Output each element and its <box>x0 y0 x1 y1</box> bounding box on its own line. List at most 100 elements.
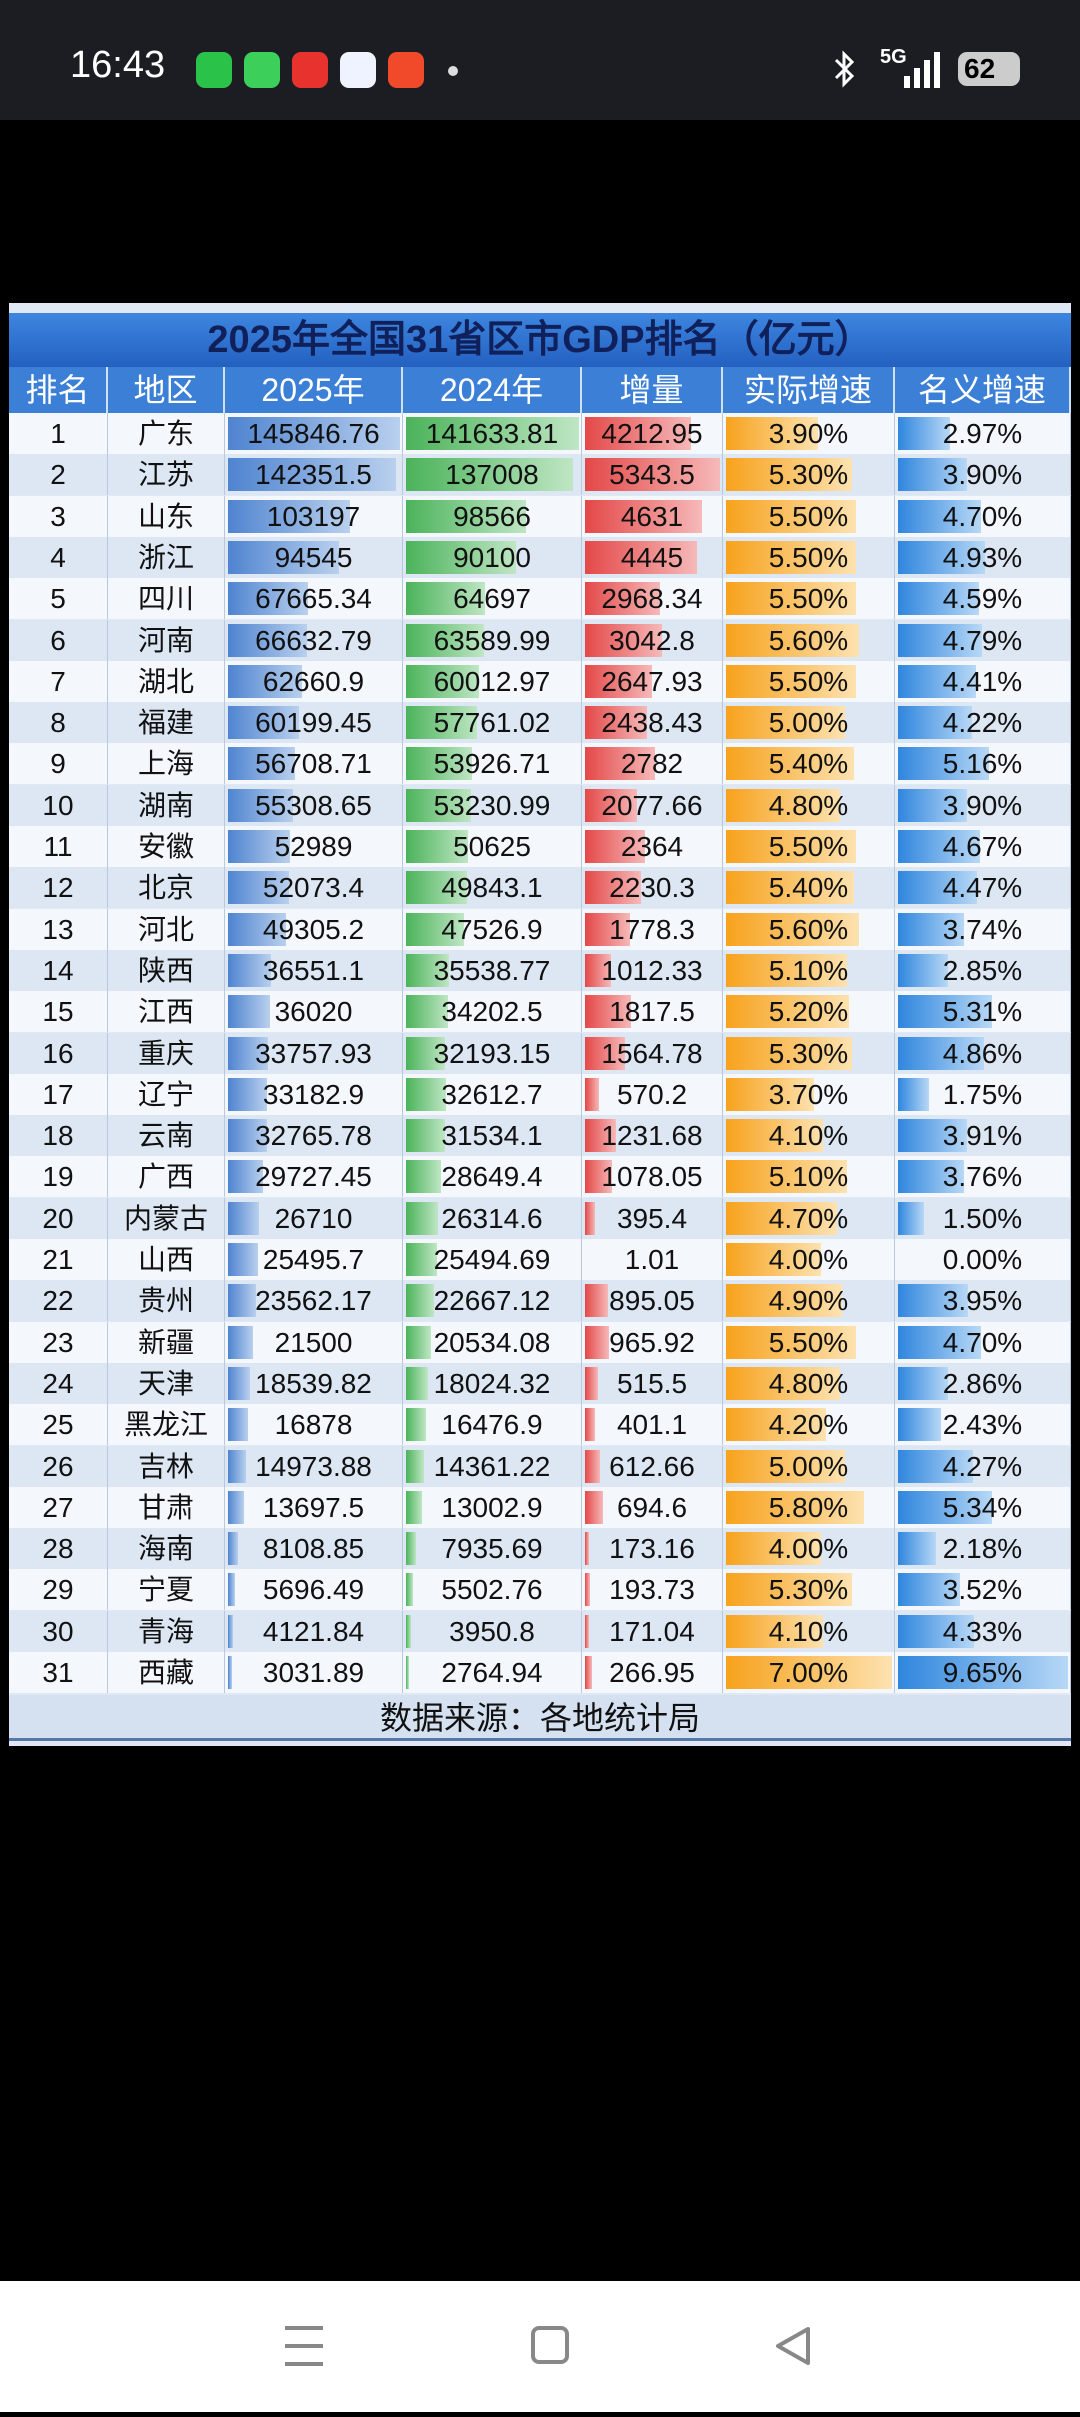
cell-text: 5.10% <box>769 955 848 986</box>
table-cell: 江西 <box>108 991 225 1032</box>
column-header: 2024年 <box>403 367 582 413</box>
table-cell: 16 <box>9 1033 108 1074</box>
data-bar <box>406 1532 416 1565</box>
cell-text: 湖北 <box>138 666 194 697</box>
clock: 16:43 <box>70 44 165 87</box>
table-cell: 49305.2 <box>225 909 403 950</box>
table-cell: 31 <box>9 1652 108 1693</box>
cell-text: 5.50% <box>769 583 848 614</box>
cell-text: 32193.15 <box>434 1038 551 1069</box>
cell-text: 395.4 <box>617 1203 687 1234</box>
back-button[interactable] <box>778 2329 808 2363</box>
table-cell: 64697 <box>403 578 582 619</box>
table-cell: 8108.85 <box>225 1528 403 1569</box>
cell-text: 1778.3 <box>609 914 695 945</box>
table-cell: 山西 <box>108 1239 225 1280</box>
cell-text: 5.31% <box>943 996 1022 1027</box>
cell-text: 山东 <box>138 501 194 532</box>
cell-text: 20 <box>42 1203 73 1234</box>
cell-text: 4.41% <box>943 666 1022 697</box>
cell-text: 重庆 <box>138 1038 194 1069</box>
cell-text: 宁夏 <box>138 1574 194 1605</box>
table-cell: 天津 <box>108 1363 225 1404</box>
cell-text: 3.90% <box>943 790 1022 821</box>
data-bar <box>406 1078 446 1111</box>
table-cell: 2364 <box>582 826 723 867</box>
table-cell: 5.10% <box>723 950 895 991</box>
table-title: 2025年全国31省区市GDP排名（亿元） <box>9 313 1071 367</box>
data-bar <box>406 1243 437 1276</box>
table-cell: 5.80% <box>723 1487 895 1528</box>
table-cell: 5.60% <box>723 620 895 661</box>
table-cell: 3042.8 <box>582 620 723 661</box>
table-cell: 2.18% <box>895 1528 1071 1569</box>
table-cell: 4.59% <box>895 578 1071 619</box>
data-bar <box>585 1408 595 1441</box>
cell-text: 天津 <box>138 1368 194 1399</box>
table-cell: 5.16% <box>895 743 1071 784</box>
table-cell: 2782 <box>582 743 723 784</box>
menu-button[interactable] <box>285 2328 323 2364</box>
cell-text: 4.22% <box>943 707 1022 738</box>
cell-text: 9.65% <box>943 1657 1022 1688</box>
cell-text: 5.20% <box>769 996 848 1027</box>
cell-text: 25 <box>42 1409 73 1440</box>
table-cell: 570.2 <box>582 1074 723 1115</box>
cell-text: 60199.45 <box>255 707 372 738</box>
cell-text: 3.70% <box>769 1079 848 1110</box>
table-cell: 21500 <box>225 1322 403 1363</box>
data-bar <box>228 1573 235 1606</box>
table-cell: 4.70% <box>895 496 1071 537</box>
cell-text: 63589.99 <box>434 625 551 656</box>
table-cell: 63589.99 <box>403 620 582 661</box>
cell-text: 陕西 <box>138 955 194 986</box>
cell-text: 12 <box>42 872 73 903</box>
table-cell: 23 <box>9 1322 108 1363</box>
cell-text: 4.00% <box>769 1533 848 1564</box>
cell-text: 海南 <box>138 1533 194 1564</box>
nav-bar <box>0 2281 1080 2412</box>
table-cell: 4.10% <box>723 1115 895 1156</box>
home-button[interactable] <box>533 2328 567 2362</box>
data-bar <box>228 1202 259 1235</box>
table-cell: 3.90% <box>895 785 1071 826</box>
app-icon <box>292 52 328 88</box>
cell-text: 52073.4 <box>263 872 364 903</box>
cell-text: 2.43% <box>943 1409 1022 1440</box>
data-bar <box>228 1078 267 1111</box>
column-header: 增量 <box>582 367 723 413</box>
cell-text: 30 <box>42 1616 73 1647</box>
dot <box>448 66 458 76</box>
cell-text: 4.33% <box>943 1616 1022 1647</box>
table-cell: 2.86% <box>895 1363 1071 1404</box>
cell-text: 青海 <box>138 1616 194 1647</box>
cell-text: 5.50% <box>769 831 848 862</box>
cell-text: 401.1 <box>617 1409 687 1440</box>
table-cell: 5.50% <box>723 1322 895 1363</box>
data-bar <box>406 1408 426 1441</box>
table-cell: 14 <box>9 950 108 991</box>
table-cell: 4.79% <box>895 620 1071 661</box>
table-cell: 142351.5 <box>225 454 403 495</box>
table-cell: 3.91% <box>895 1115 1071 1156</box>
table-cell: 5.40% <box>723 743 895 784</box>
cell-text: 17 <box>42 1079 73 1110</box>
table-cell: 7935.69 <box>403 1528 582 1569</box>
cell-text: 33757.93 <box>255 1038 372 1069</box>
table-cell: 2.97% <box>895 413 1071 454</box>
cell-text: 1564.78 <box>601 1038 702 1069</box>
cell-text: 5.40% <box>769 748 848 779</box>
table-cell: 20 <box>9 1198 108 1239</box>
data-bar <box>228 1243 258 1276</box>
table-cell: 5343.5 <box>582 454 723 495</box>
cell-text: 1.75% <box>943 1079 1022 1110</box>
table-cell: 河北 <box>108 909 225 950</box>
